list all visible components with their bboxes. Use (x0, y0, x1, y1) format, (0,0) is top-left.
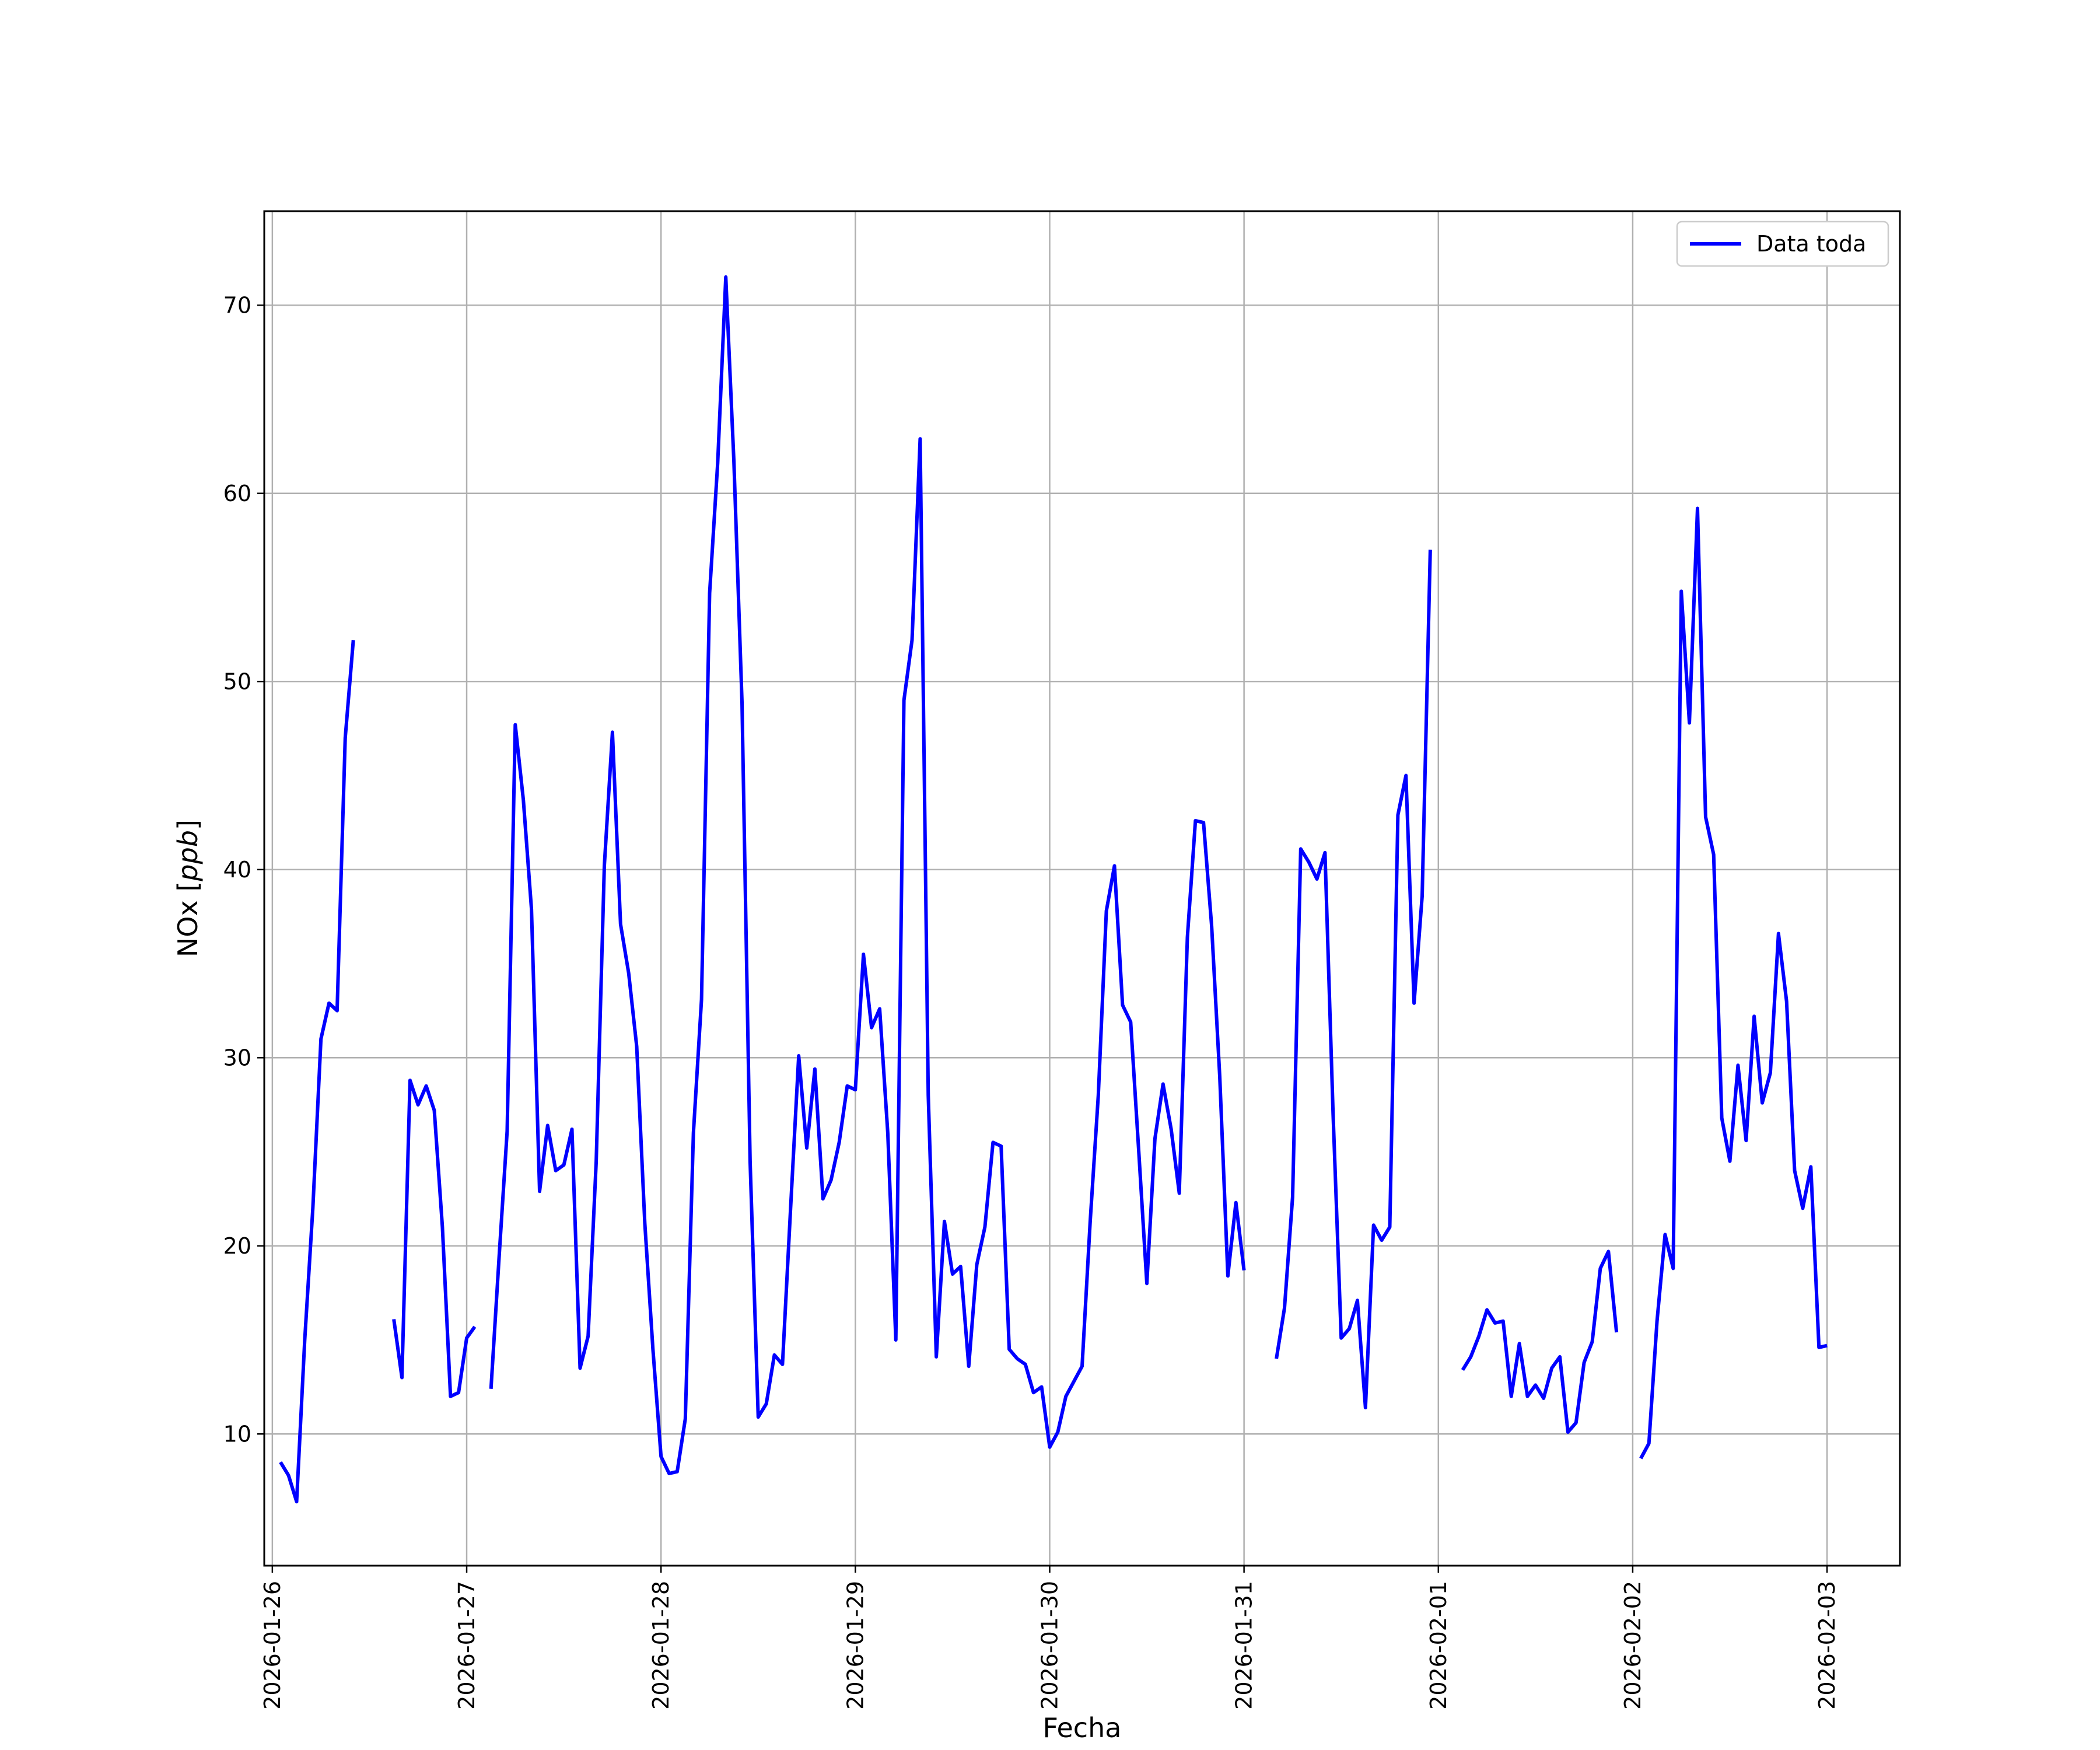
plot-frame (263, 210, 1901, 1567)
x-tick-label: 2026-01-30 (1037, 1581, 1062, 1710)
y-tick-label: 60 (223, 481, 251, 506)
y-tick-label: 10 (223, 1421, 251, 1447)
grid (264, 211, 1900, 1566)
x-tick-label: 2026-01-27 (454, 1581, 480, 1710)
legend: Data toda (1676, 220, 1889, 267)
x-tick-label: 2026-02-01 (1426, 1581, 1451, 1710)
x-tick-label: 2026-01-28 (648, 1581, 674, 1710)
y-tick-label: 30 (223, 1045, 251, 1070)
y-tick-label: 70 (223, 292, 251, 318)
y-tick-label: 50 (223, 668, 251, 694)
x-tick-label: 2026-01-29 (842, 1581, 868, 1710)
legend-box (1676, 220, 1889, 267)
x-tick-label: 2026-01-31 (1231, 1581, 1257, 1710)
y-tick-label: 20 (223, 1233, 251, 1259)
x-tick-label: 2026-02-03 (1814, 1581, 1840, 1710)
x-tick-label: 2026-02-02 (1620, 1581, 1646, 1710)
legend-label: Data toda (1756, 231, 1866, 257)
y-tick-label: 40 (223, 857, 251, 883)
series-layer (279, 275, 1828, 1504)
y-axis-label-unit: ppb (172, 830, 204, 882)
x-tick-label: 2026-01-26 (260, 1581, 285, 1710)
x-axis-label: Fecha (1043, 1712, 1122, 1744)
y-axis-label-close: ] (172, 820, 204, 830)
axis-ticks: 10 20 30 40 50 60 70 2026-01-26 2026-01-27 2026-0… (223, 292, 1840, 1710)
series-line (279, 275, 1828, 1504)
y-axis-label-main: NOx [ (172, 881, 204, 957)
y-axis-label: NOx [ppb] (172, 820, 204, 957)
